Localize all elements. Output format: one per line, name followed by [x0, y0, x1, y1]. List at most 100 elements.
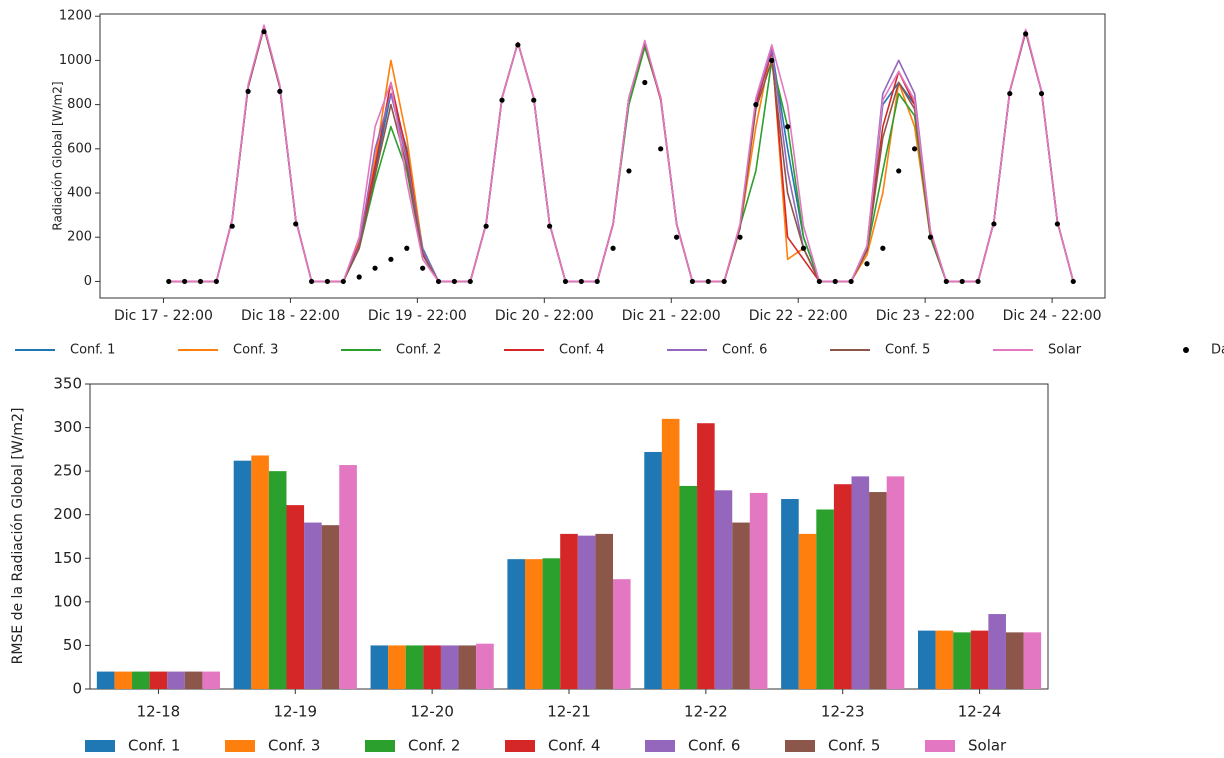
data-point — [245, 88, 251, 94]
y-tick-label: 1000 — [59, 53, 92, 68]
y-tick-label: 250 — [53, 462, 82, 480]
bar — [732, 522, 750, 689]
data-point — [769, 57, 775, 64]
bar — [869, 492, 887, 689]
legend-label: Conf. 2 — [396, 343, 441, 358]
data-point — [515, 42, 521, 48]
x-tick-label: 12-23 — [821, 703, 865, 721]
bar — [1005, 632, 1024, 689]
bar — [560, 533, 578, 689]
legend-label: Conf. 5 — [885, 343, 930, 358]
bar — [202, 671, 221, 689]
x-tick-label: 12-19 — [273, 703, 317, 721]
legend-label: Conf. 5 — [828, 737, 880, 755]
y-tick-label: 100 — [53, 592, 82, 610]
bar — [304, 522, 322, 689]
data-point — [308, 278, 315, 285]
bar — [595, 533, 613, 689]
legend-swatch — [225, 740, 255, 752]
data-point — [959, 278, 965, 285]
y-tick-label: 0 — [84, 274, 92, 289]
y-tick-label: 300 — [53, 418, 82, 436]
bar — [679, 485, 698, 689]
legend-label: Conf. 6 — [688, 737, 740, 755]
bar — [781, 499, 799, 689]
bar — [440, 645, 459, 689]
bar — [233, 460, 252, 689]
bar — [458, 645, 477, 689]
bar — [268, 471, 287, 689]
data-point — [642, 79, 648, 86]
data-point — [594, 278, 600, 285]
bar — [184, 671, 203, 689]
x-tick-label: 12-18 — [137, 703, 181, 721]
data-point — [610, 245, 616, 251]
bar — [321, 525, 340, 689]
bar — [953, 632, 971, 689]
bar — [749, 492, 768, 689]
data-point — [293, 221, 299, 227]
data-point — [991, 221, 997, 227]
data-point — [721, 278, 727, 285]
data-point — [261, 29, 267, 35]
data-point — [848, 278, 854, 285]
series-line — [168, 24, 1075, 283]
bar — [149, 671, 168, 689]
data-point — [673, 234, 680, 240]
top-axes-frame — [99, 13, 1106, 299]
x-tick-label: Dic 24 - 22:00 — [1003, 308, 1102, 324]
legend-label: Conf. 4 — [559, 343, 604, 358]
data-point — [547, 223, 553, 229]
legend-label: Solar — [968, 737, 1007, 755]
y-tick-label: 200 — [53, 505, 82, 523]
data-point — [1038, 90, 1045, 97]
data-point — [658, 146, 664, 152]
bar — [251, 455, 269, 689]
data-point — [562, 278, 569, 285]
data-point — [626, 168, 632, 174]
bar — [851, 476, 870, 689]
data-point — [166, 278, 172, 285]
bar — [423, 645, 441, 689]
data-point — [182, 278, 188, 285]
data-point — [197, 278, 204, 285]
data-point — [499, 97, 505, 103]
legend-swatch — [365, 740, 395, 752]
bar — [132, 671, 150, 689]
y-tick-label: 800 — [67, 97, 92, 112]
legend-label: Conf. 1 — [70, 343, 115, 358]
legend-swatch — [785, 740, 815, 752]
data-point — [880, 245, 886, 251]
data-point — [896, 168, 902, 174]
data-point — [213, 278, 219, 285]
data-point — [404, 245, 410, 251]
bar — [167, 671, 185, 689]
bar — [525, 559, 543, 689]
data-point — [1023, 31, 1029, 37]
x-tick-label: Dic 20 - 22:00 — [495, 308, 594, 324]
data-point — [737, 234, 743, 240]
data-point — [451, 278, 457, 285]
bar — [388, 645, 406, 689]
y-tick-label: 200 — [67, 230, 92, 245]
bar — [96, 671, 115, 689]
data-point — [753, 102, 759, 108]
data-point — [864, 261, 870, 267]
legend-label: Conf. 3 — [233, 343, 278, 358]
x-tick-label: Dic 23 - 22:00 — [876, 308, 975, 324]
data-point — [785, 124, 791, 130]
data-point — [340, 278, 346, 285]
data-point — [1054, 221, 1060, 227]
bar — [339, 465, 357, 689]
bar — [507, 559, 526, 689]
bar — [833, 484, 852, 689]
data-point — [911, 146, 918, 152]
bar — [405, 645, 424, 689]
legend-swatch — [505, 740, 535, 752]
data-point — [800, 245, 807, 251]
bar — [644, 451, 662, 689]
bar — [661, 418, 680, 689]
legend-label: Solar — [1048, 343, 1082, 358]
legend-swatch — [925, 740, 955, 752]
x-tick-label: 12-20 — [410, 703, 454, 721]
